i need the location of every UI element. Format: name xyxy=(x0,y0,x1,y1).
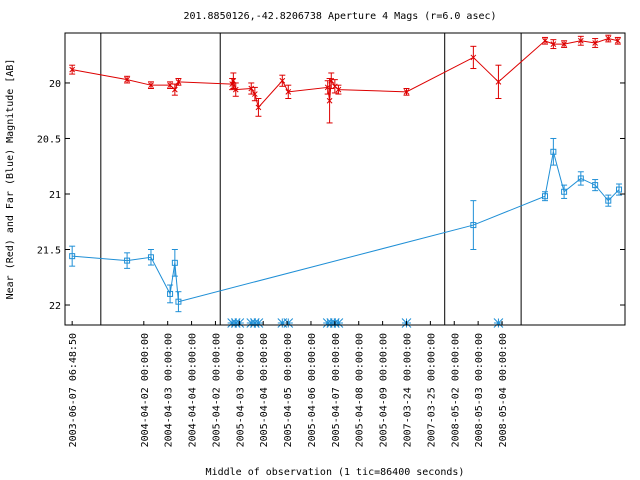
x-axis-label: Middle of observation (1 tic=86400 secon… xyxy=(206,467,465,478)
x-tick-label: 2005-04-02 00:00:00 xyxy=(211,333,222,447)
data-point xyxy=(175,298,182,305)
data-point xyxy=(542,193,548,200)
data-point xyxy=(592,40,599,46)
x-tick-label: 2005-04-05 00:00:00 xyxy=(283,333,294,447)
y-tick-label: 20 xyxy=(49,79,61,90)
y-axis-label: Near (Red) and Far (Blue) Magnitude [AB] xyxy=(5,59,16,300)
plot-frame xyxy=(64,32,626,326)
series-1 xyxy=(69,34,621,124)
series-line xyxy=(72,151,620,303)
data-point xyxy=(616,186,623,193)
x-tick-label: 2004-04-03 00:00:00 xyxy=(164,333,175,447)
x-tick-label: 2004-04-02 00:00:00 xyxy=(140,333,151,447)
data-point xyxy=(148,82,154,89)
data-point xyxy=(495,78,502,85)
data-point xyxy=(69,253,76,260)
y-tick-label: 21.5 xyxy=(37,246,61,257)
x-tick-label: 2004-04-04 00:00:00 xyxy=(188,333,199,447)
data-point xyxy=(335,86,342,93)
upper-limit-marker xyxy=(277,318,288,328)
x-tick-label: 2005-04-08 00:00:00 xyxy=(355,333,366,447)
data-point xyxy=(592,182,599,189)
data-point xyxy=(470,222,477,229)
data-point xyxy=(542,37,548,44)
upper-limit-marker xyxy=(493,318,504,328)
data-point xyxy=(614,37,621,44)
series-2 xyxy=(69,137,623,313)
data-point xyxy=(248,85,255,92)
data-point xyxy=(147,254,154,261)
data-point xyxy=(279,77,286,84)
data-point xyxy=(171,259,178,266)
data-point xyxy=(124,257,131,264)
upper-limit-marker xyxy=(333,318,344,328)
data-point xyxy=(175,78,182,85)
data-point xyxy=(285,88,292,95)
x-tick-label: 2007-03-25 00:00:00 xyxy=(426,333,437,447)
data-point xyxy=(561,188,568,195)
series-line xyxy=(72,38,618,109)
x-tick-label: 2005-04-09 00:00:00 xyxy=(379,333,390,447)
x-tick-label: 2005-04-03 00:00:00 xyxy=(235,333,246,447)
x-tick-label: 2008-05-03 00:00:00 xyxy=(474,333,485,447)
x-tick-label: 2008-05-04 00:00:00 xyxy=(498,333,509,447)
data-point xyxy=(69,66,76,73)
data-point xyxy=(577,175,584,182)
y-tick-label: 20.5 xyxy=(37,134,61,145)
x-tick-label: 2005-04-06 00:00:00 xyxy=(307,333,318,447)
x-tick-label: 2003-06-07 06:48:50 xyxy=(68,333,79,447)
data-point xyxy=(255,104,262,111)
data-point xyxy=(230,77,237,84)
y-tick-label: 22 xyxy=(49,301,61,312)
data-point xyxy=(605,35,612,42)
data-point xyxy=(326,97,333,104)
data-point xyxy=(251,91,258,97)
data-point xyxy=(577,37,584,44)
data-point xyxy=(124,76,130,83)
x-tick-label: 2008-05-02 00:00:00 xyxy=(450,333,461,447)
x-tick-label: 2005-04-07 00:00:00 xyxy=(331,333,342,447)
data-point xyxy=(167,290,174,297)
upper-limit-marker xyxy=(253,318,264,328)
chart-title: 201.8850126,-42.8206738 Aperture 4 Mags … xyxy=(183,11,496,22)
data-point xyxy=(605,197,612,204)
upper-limit-marker xyxy=(283,318,294,328)
data-point xyxy=(550,41,557,47)
data-point xyxy=(550,148,557,155)
data-point xyxy=(403,88,410,95)
data-point xyxy=(561,41,567,47)
data-point xyxy=(470,54,477,61)
data-point xyxy=(328,77,335,84)
data-point xyxy=(167,82,173,89)
data-point xyxy=(171,86,178,93)
x-tick-label: 2007-03-24 00:00:00 xyxy=(402,333,413,447)
y-tick-label: 21 xyxy=(49,190,61,201)
data-point xyxy=(232,86,239,93)
x-tick-label: 2005-04-04 00:00:00 xyxy=(259,333,270,447)
